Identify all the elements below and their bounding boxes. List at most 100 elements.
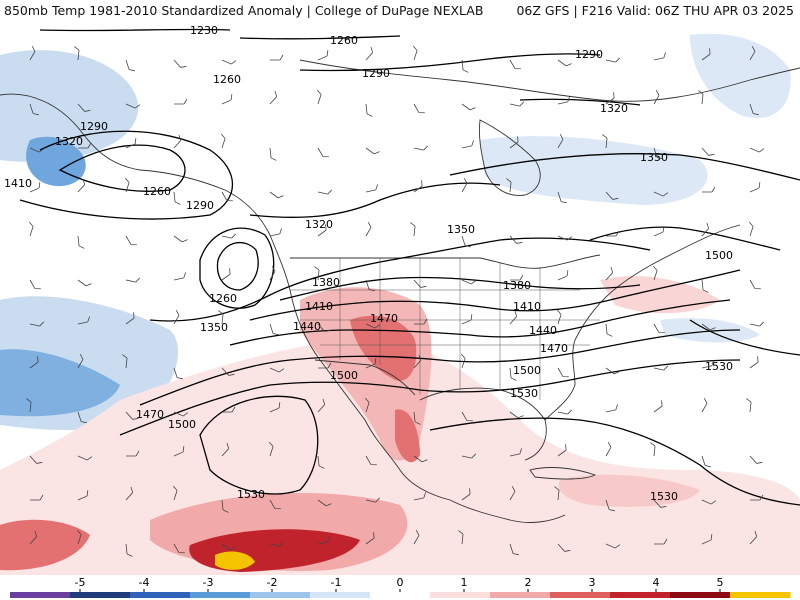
wind-barb (701, 48, 711, 61)
wind-barb (509, 101, 525, 107)
wind-barb (554, 486, 560, 501)
contour-1260-north (239, 35, 401, 40)
wind-barb (605, 404, 619, 413)
hudson-bay-coastline (479, 119, 541, 196)
wind-barb (317, 398, 326, 413)
contour-1410 (249, 269, 741, 321)
wind-barb (77, 455, 93, 461)
wind-barb (365, 455, 377, 466)
contour-label: 1350 (200, 321, 228, 334)
wind-barb (77, 354, 84, 369)
central-america-coastline (449, 499, 566, 523)
wind-barb (509, 543, 519, 556)
contour-label: 1290 (186, 199, 214, 212)
wind-barb (653, 147, 663, 160)
wind-barb (125, 411, 139, 420)
wind-barb (606, 230, 620, 237)
colorbar-swatch (430, 592, 491, 598)
contour-label: 1320 (55, 135, 83, 148)
wind-barb (269, 228, 283, 237)
wind-barb (173, 235, 188, 243)
contour-label: 1350 (640, 151, 668, 164)
contour-label: 1350 (447, 223, 475, 236)
wind-barb (268, 441, 274, 457)
wind-barb (173, 411, 189, 417)
wind-barb (317, 536, 331, 545)
wind-barb (173, 191, 181, 205)
wind-barb (270, 54, 284, 61)
wind-barb (173, 543, 185, 554)
contour-label: 1290 (575, 48, 603, 61)
wind-barb (77, 490, 89, 501)
wind-barb (221, 94, 233, 105)
wind-barb (749, 182, 761, 193)
wind-barb (77, 178, 86, 193)
wind-barb (653, 499, 667, 508)
wind-barb (413, 103, 425, 114)
wind-barb (173, 310, 180, 325)
wind-barb (78, 142, 92, 149)
contour-1320-mid (249, 182, 501, 218)
wind-barb (365, 497, 381, 503)
colorbar-tick-label: 3 (589, 576, 596, 589)
contour-1500 (119, 359, 741, 436)
wind-barb (461, 453, 477, 459)
colorbar-tick-label: -4 (139, 576, 150, 589)
wind-barb (557, 191, 567, 204)
wind-barb (701, 222, 710, 237)
wind-barb (413, 492, 427, 501)
wind-barb (221, 233, 237, 239)
cold-anomaly-pacific-core (0, 349, 120, 417)
wind-barb (365, 184, 379, 193)
wind-barb (269, 499, 281, 510)
colorbar-swatches (10, 592, 791, 598)
wind-barb (749, 455, 763, 464)
contour-labels: 1230 1260 1290 1260 1290 1320 1320 1290 … (4, 24, 733, 503)
wind-barb (557, 134, 564, 149)
wind-barb (221, 59, 237, 65)
contour-1530-atlantic (689, 319, 800, 356)
wind-barb (509, 367, 517, 381)
wind-barb (221, 543, 236, 551)
wind-barb (461, 235, 471, 248)
wind-barb (701, 499, 717, 505)
contour-label: 1440 (293, 320, 321, 333)
wind-barb (461, 488, 471, 501)
warm-anomaly-southwest-core (350, 315, 417, 381)
wind-barb (29, 103, 39, 116)
wind-barb (461, 103, 476, 111)
wind-barb (317, 499, 332, 507)
contour-label: 1470 (136, 408, 164, 421)
contour-label: 1320 (305, 218, 333, 231)
map-title: 850mb Temp 1981-2010 Standardized Anomal… (4, 3, 484, 18)
wind-barb (748, 221, 754, 237)
wind-barb (653, 90, 660, 105)
wind-barb (317, 224, 327, 237)
contour-label: 1530 (705, 360, 733, 373)
contour-1290-gulf (19, 130, 234, 220)
wind-barb (557, 235, 573, 241)
wind-barb (650, 442, 656, 457)
wind-barb (29, 279, 41, 290)
cold-anomaly-atlantic (660, 318, 760, 343)
wind-barb (653, 191, 669, 197)
contour-label: 1380 (503, 279, 531, 292)
wind-barb (365, 103, 373, 117)
wind-barb (317, 147, 329, 158)
wind-barb (173, 59, 187, 68)
wind-barb (125, 235, 137, 246)
us-mexico-border (314, 359, 416, 396)
contour-1380 (279, 276, 641, 301)
wind-barb (461, 411, 473, 422)
gulf-coastline (419, 387, 547, 461)
wind-barb (414, 318, 428, 325)
wind-barb (125, 138, 137, 149)
wind-barb (269, 541, 285, 547)
wind-barb (221, 499, 229, 513)
wind-barb (557, 409, 573, 415)
wind-barb (749, 46, 756, 61)
wind-barb (509, 448, 523, 457)
wind-barb (29, 455, 43, 464)
wind-barb (605, 442, 612, 457)
wind-barb (605, 57, 621, 63)
